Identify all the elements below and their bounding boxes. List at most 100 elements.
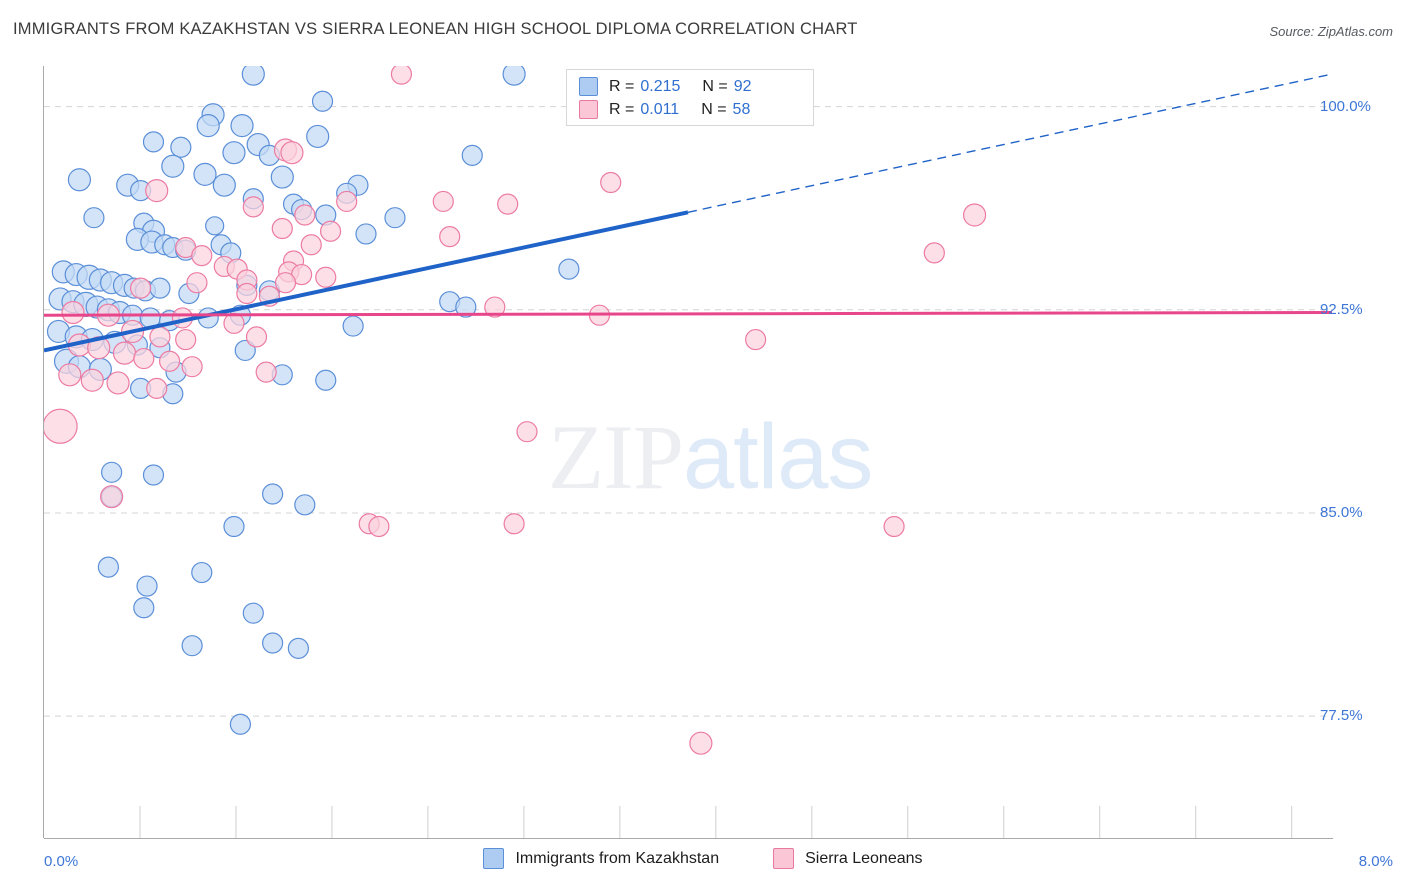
scatter-point xyxy=(106,371,130,395)
scatter-point xyxy=(300,234,322,256)
scatter-point xyxy=(236,282,258,305)
scatter-point xyxy=(149,277,171,299)
scatter-point xyxy=(83,207,105,229)
scatter-point xyxy=(186,272,208,294)
scatter-point xyxy=(158,350,181,372)
scatter-point xyxy=(212,173,236,197)
stat-r-value-pink: 0.011 xyxy=(640,100,680,118)
scatter-point xyxy=(745,328,767,351)
scatter-point xyxy=(80,368,104,392)
trendlines xyxy=(44,73,1332,353)
scatter-point xyxy=(230,113,254,138)
trendline-dashed xyxy=(687,73,1332,213)
stat-n-label-blue: N = xyxy=(702,77,728,95)
scatter-plot-area xyxy=(44,66,1332,838)
page-title: IMMIGRANTS FROM KAZAKHSTAN VS SIERRA LEO… xyxy=(13,20,858,38)
scatter-point xyxy=(196,113,220,138)
x-axis-max-label: 8.0% xyxy=(1358,853,1393,870)
legend-item-sierra-leoneans[interactable]: Sierra Leoneans xyxy=(773,848,923,869)
legend-marker-kazakhstan-icon xyxy=(483,848,505,869)
scatter-point xyxy=(439,226,461,248)
stat-row-kazakhstan: R = 0.215 N = 92 xyxy=(579,75,803,98)
scatter-point xyxy=(461,144,483,166)
scatter-point xyxy=(306,124,330,149)
scatter-point xyxy=(100,485,124,509)
scatter-point xyxy=(175,328,197,351)
trendline-solid xyxy=(44,310,1332,317)
scatter-point xyxy=(67,168,92,192)
scatter-point xyxy=(223,515,245,538)
scatter-points-kazakhstan xyxy=(46,66,580,735)
scatter-point xyxy=(355,223,377,245)
scatter-point xyxy=(274,272,297,294)
scatter-point xyxy=(242,602,264,624)
stat-r-label-blue: R = xyxy=(609,77,635,95)
y-axis-tick-label: 100.0% xyxy=(1320,97,1371,115)
scatter-point xyxy=(149,326,171,348)
scatter-point xyxy=(61,300,85,325)
scatter-point xyxy=(384,207,406,229)
scatter-point xyxy=(136,575,158,597)
scatter-point xyxy=(503,513,525,535)
scatter-point xyxy=(142,464,165,486)
scatter-point xyxy=(223,312,245,334)
legend-item-kazakhstan[interactable]: Immigrants from Kazakhstan xyxy=(483,848,719,869)
scatter-point xyxy=(923,242,945,264)
scatter-point xyxy=(287,637,309,659)
scatter-point xyxy=(455,296,477,318)
stat-n-label-pink: N = xyxy=(701,100,727,118)
scatter-point xyxy=(205,216,225,236)
y-axis-line xyxy=(43,66,44,838)
scatter-point xyxy=(262,483,284,505)
scatter-point xyxy=(689,731,713,755)
series-legend: Immigrants from Kazakhstan Sierra Leonea… xyxy=(0,848,1406,869)
scatter-point xyxy=(342,315,364,337)
scatter-point xyxy=(142,131,165,153)
scatter-point xyxy=(229,713,252,735)
scatter-points-sierra-leoneans xyxy=(44,66,987,755)
scatter-point xyxy=(191,245,213,267)
scatter-point xyxy=(161,154,185,178)
plot-svg xyxy=(44,66,1332,838)
legend-swatch-sierra-leoneans-icon xyxy=(579,100,598,119)
scatter-point xyxy=(129,277,152,299)
scatter-point xyxy=(390,66,413,85)
y-axis-tick-label: 85.0% xyxy=(1320,503,1363,521)
scatter-point xyxy=(315,266,337,288)
stat-r-value-blue: 0.215 xyxy=(640,77,681,95)
scatter-point xyxy=(319,220,342,242)
scatter-point xyxy=(262,632,284,654)
scatter-point xyxy=(883,515,905,538)
stat-r-label-pink: R = xyxy=(609,100,635,118)
stat-n-value-blue: 92 xyxy=(733,77,752,95)
scatter-point xyxy=(146,377,168,399)
scatter-point xyxy=(133,597,155,619)
scatter-point xyxy=(222,141,246,165)
stat-row-sierra-leoneans: R = 0.011 N = 58 xyxy=(579,98,803,121)
scatter-point xyxy=(271,217,293,240)
scatter-point xyxy=(191,561,213,584)
trendline-solid xyxy=(44,210,689,353)
scatter-point xyxy=(336,190,358,213)
scatter-point xyxy=(255,361,277,383)
scatter-point xyxy=(315,369,337,391)
scatter-point xyxy=(484,296,506,318)
scatter-point xyxy=(280,141,304,165)
scatter-point xyxy=(245,326,268,348)
scatter-point xyxy=(181,356,203,378)
legend-swatch-kazakhstan-icon xyxy=(579,77,598,96)
correlation-stats-legend: R = 0.215 N = 92 R = 0.011 N = 58 xyxy=(566,69,814,126)
scatter-point xyxy=(432,190,454,213)
x-axis-min-label: 0.0% xyxy=(44,853,79,870)
scatter-point xyxy=(133,347,155,370)
scatter-point xyxy=(294,204,316,226)
scatter-point xyxy=(962,203,987,227)
scatter-point xyxy=(58,363,82,387)
x-axis-line xyxy=(44,838,1333,839)
scatter-point xyxy=(368,515,390,538)
scatter-point xyxy=(558,258,580,280)
scatter-point xyxy=(193,162,217,186)
scatter-point xyxy=(181,635,203,657)
scatter-point xyxy=(294,494,316,516)
